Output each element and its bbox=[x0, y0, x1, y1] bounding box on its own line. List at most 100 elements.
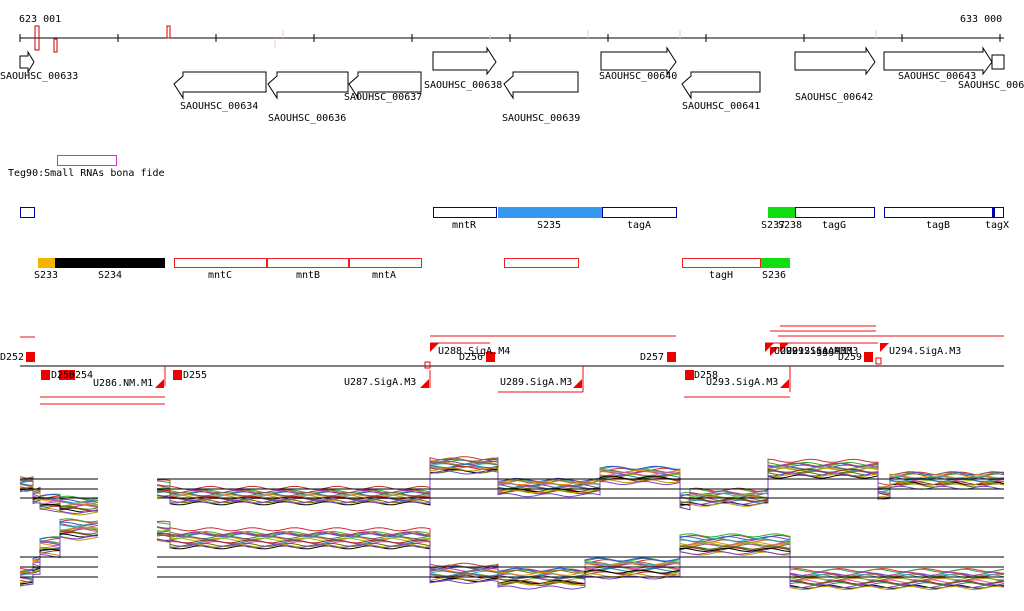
tss-label: U287.SigA.M3 bbox=[344, 377, 417, 388]
gene-arrow-00641 bbox=[681, 71, 761, 100]
ruler-start-label: 623 001 bbox=[19, 14, 62, 25]
feature-label: mntC bbox=[208, 270, 233, 281]
tss-label: U286.NM.M1 bbox=[93, 378, 154, 389]
gene-arrow-00642 bbox=[794, 46, 876, 76]
gene-label: SAOUHSC_00633 bbox=[0, 71, 79, 82]
feature-label: tagA bbox=[627, 220, 652, 231]
feature-label: tagG bbox=[822, 220, 847, 231]
tss-marker bbox=[59, 370, 68, 380]
plus-feature-tagX[interactable] bbox=[993, 207, 1004, 218]
gene-label: SAOUHSC_00639 bbox=[502, 113, 581, 124]
plus-feature-S235[interactable] bbox=[498, 207, 602, 218]
expression-line bbox=[19, 518, 1005, 574]
tss-marker bbox=[685, 370, 694, 380]
feature-label: S234 bbox=[98, 270, 123, 281]
gene-arrow-00643 bbox=[883, 46, 993, 76]
plus-feature-S237[interactable] bbox=[768, 207, 795, 218]
tss-marker bbox=[420, 379, 429, 388]
tss-marker bbox=[765, 343, 774, 352]
gene-label: SAOUHSC_00638 bbox=[424, 80, 503, 91]
tss-marker bbox=[486, 352, 495, 362]
tss-label: D258 bbox=[694, 370, 719, 381]
tss-label: U291.SigA.M3 bbox=[780, 346, 853, 357]
plus-feature-tagG[interactable] bbox=[795, 207, 875, 218]
gene-label: SAOUHSC_00640 bbox=[599, 71, 678, 82]
expression-line bbox=[19, 470, 1005, 514]
minus-feature-S233[interactable] bbox=[38, 258, 55, 268]
gene-arrow-00636 bbox=[267, 71, 349, 100]
expression-line bbox=[19, 461, 1005, 509]
expression-line bbox=[19, 524, 1005, 578]
gene-label: SAOUHSC_00634 bbox=[180, 101, 259, 112]
tss-marker bbox=[864, 352, 873, 362]
plus-feature-tagB[interactable] bbox=[884, 207, 993, 218]
feature-label: S233 bbox=[34, 270, 59, 281]
gene-arrow-00640 bbox=[600, 46, 677, 76]
minus-feature-mntC[interactable] bbox=[174, 258, 267, 268]
tss-marker bbox=[155, 379, 164, 388]
tss-marker bbox=[41, 370, 50, 380]
feature-label: S238 bbox=[778, 220, 803, 231]
feature-label: S237 bbox=[761, 220, 786, 231]
tss-marker bbox=[573, 379, 582, 388]
feature-label: tagB bbox=[926, 220, 951, 231]
feature-label: mntB bbox=[296, 270, 321, 281]
tss-label: U289.SigA.M3 bbox=[500, 377, 573, 388]
gene-arrow-00633 bbox=[19, 50, 35, 74]
tss-label: D255 bbox=[183, 370, 208, 381]
tss-marker bbox=[880, 343, 889, 352]
tss-marker bbox=[66, 370, 75, 380]
gene-label: SAOUHSC_00641 bbox=[682, 101, 761, 112]
gene-arrow-00639 bbox=[503, 71, 579, 100]
plus-feature-tagA[interactable] bbox=[602, 207, 677, 218]
gene-label: SAOUHSC_00642 bbox=[795, 92, 874, 103]
gene-label: SAOUHSC_006 bbox=[958, 80, 1024, 91]
gene-arrow-00637 bbox=[348, 71, 422, 100]
gene-arrow-006 bbox=[991, 54, 1005, 70]
small-rna-feature[interactable] bbox=[57, 155, 117, 166]
gene-label: SAOUHSC_00636 bbox=[268, 113, 347, 124]
tss-label: U294.SigA.M3 bbox=[889, 346, 962, 357]
minus-feature-tagH[interactable] bbox=[682, 258, 761, 268]
tss-marker bbox=[430, 343, 439, 352]
gene-arrow-00634 bbox=[173, 71, 267, 100]
tss-marker bbox=[780, 343, 789, 352]
minus-feature-S236[interactable] bbox=[761, 258, 790, 268]
tss-marker bbox=[770, 347, 779, 356]
tss-label: D256 bbox=[459, 352, 484, 363]
minus-feature-mntB[interactable] bbox=[267, 258, 349, 268]
feature-label: mntR bbox=[452, 220, 477, 231]
minus-feature-mntA[interactable] bbox=[349, 258, 422, 268]
gene-arrow-00638 bbox=[432, 46, 497, 76]
feature-label: tagH bbox=[709, 270, 734, 281]
expression-profile-bottom bbox=[19, 518, 1005, 591]
expression-profile-top bbox=[19, 456, 1005, 516]
tss-marker bbox=[667, 352, 676, 362]
tss-label: U288.SigA.M4 bbox=[438, 346, 511, 357]
tss-label: U292.SigA.M3 bbox=[786, 346, 859, 357]
tss-label: D257 bbox=[640, 352, 665, 363]
tss-label: D252 bbox=[0, 352, 25, 363]
tss-label: D259 bbox=[838, 352, 863, 363]
gene-label: SAOUHSC_00637 bbox=[344, 92, 423, 103]
tss-label: U293.SigA.M3 bbox=[706, 377, 779, 388]
tss-marker bbox=[780, 379, 789, 388]
minus-feature-S234[interactable] bbox=[55, 258, 165, 268]
tss-label: U290.SigA.M3 bbox=[774, 346, 847, 357]
tss-label: D254 bbox=[69, 370, 94, 381]
feature-label: S235 bbox=[537, 220, 562, 231]
tss-label: D253 bbox=[51, 370, 76, 381]
ruler-end-label: 633 000 bbox=[960, 14, 1003, 25]
tss-marker bbox=[173, 370, 182, 380]
plus-feature-mntR[interactable] bbox=[433, 207, 497, 218]
tss-marker bbox=[26, 352, 35, 362]
plus-feature-box[interactable] bbox=[20, 207, 35, 218]
minus-feature-box[interactable] bbox=[504, 258, 579, 268]
small-rna-label: Teg90:Small RNAs bona fide bbox=[8, 168, 165, 179]
feature-label: tagX bbox=[985, 220, 1010, 231]
